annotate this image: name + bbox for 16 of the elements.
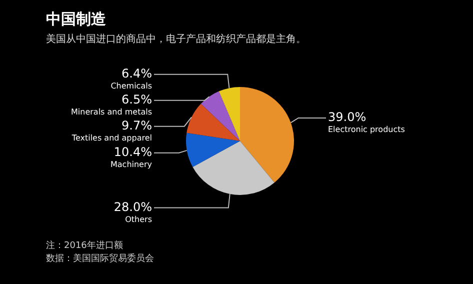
slice-label: Electronic products <box>328 125 405 134</box>
chart-title: 中国制造 <box>46 10 106 29</box>
chart-subtitle: 美国从中国进口的商品中，电子产品和纺织产品都是主角。 <box>46 32 306 46</box>
slice-label: Textiles and apparel <box>70 133 152 142</box>
data-label: 6.5% <box>122 92 152 106</box>
slice-label: Minerals and metals <box>71 107 152 116</box>
data-label: 28.0% <box>114 200 152 214</box>
slice-label: Machinery <box>110 160 152 169</box>
slice-label: Chemicals <box>110 81 152 90</box>
text: 数据：美国国际贸易委员会 <box>46 253 154 266</box>
slice-label: Others <box>125 214 152 224</box>
data-label: 9.7% <box>122 118 152 132</box>
data-label: 39.0% <box>328 110 366 124</box>
data-label: 10.4% <box>114 145 152 160</box>
text: 注：2016年进口额 <box>46 240 124 253</box>
data-label: 6.4% <box>122 66 152 80</box>
